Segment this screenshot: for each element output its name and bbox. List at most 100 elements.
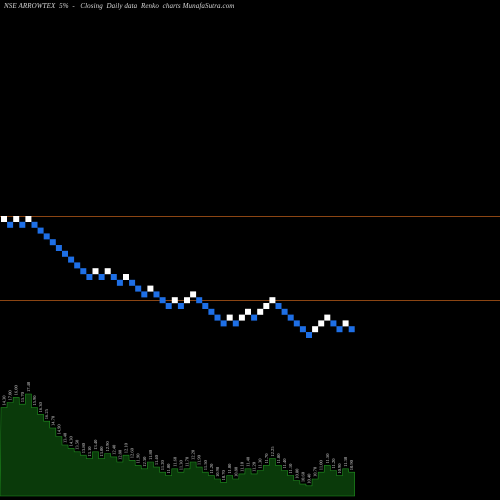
price-label: 10.40	[307, 473, 312, 484]
price-label: 10.90	[215, 466, 220, 477]
price-label: 17.00	[8, 390, 13, 401]
price-label: 14.90	[56, 424, 61, 435]
reference-lines	[0, 216, 500, 301]
renko-brick-up	[318, 320, 325, 327]
renko-brick-up	[92, 268, 99, 275]
renko-brick-down	[165, 303, 172, 309]
renko-brick-down	[214, 314, 221, 321]
price-label: 11.00	[319, 459, 324, 470]
price-label: 11.00	[166, 463, 171, 474]
renko-brick-down	[153, 291, 160, 298]
price-label: 11.50	[325, 453, 330, 464]
price-label: 13.40	[63, 432, 68, 443]
renko-brick-down	[135, 285, 142, 292]
renko-brick-down	[196, 297, 203, 304]
renko-brick-up	[245, 308, 251, 315]
renko-brick-down	[220, 320, 227, 327]
price-label: 17.40	[26, 381, 31, 392]
price-label: 10.70	[221, 470, 226, 481]
price-label: 11.20	[209, 463, 214, 474]
price-label: 11.20	[160, 459, 165, 470]
price-label: 11.30	[178, 459, 183, 470]
price-label: 12.25	[270, 446, 275, 457]
price-label: 12.40	[111, 444, 116, 455]
price-label: 11.70	[264, 453, 269, 464]
price-label: 11.20	[331, 458, 336, 469]
price-label: 11.10	[288, 463, 293, 474]
renko-brick-down	[275, 303, 282, 309]
price-label: 16.30	[38, 402, 43, 413]
renko-brick-down	[19, 221, 26, 228]
price-label: 13.50	[75, 439, 80, 450]
renko-brick-down	[177, 303, 184, 309]
renko-brick-down	[141, 291, 148, 298]
renko-brick-down	[251, 314, 258, 321]
price-label: 10.80	[233, 466, 238, 477]
renko-brick-up	[342, 320, 349, 327]
renko-brick-up	[190, 291, 197, 298]
chart-title: NSE ARROWTEX 5% - Closing Daily data Ren…	[4, 2, 235, 10]
price-label: 15.90	[32, 395, 37, 406]
renko-brick-down	[55, 245, 62, 251]
renko-brick-up	[324, 314, 331, 321]
renko-brick-down	[110, 274, 117, 280]
renko-brick-down	[299, 326, 306, 333]
renko-bricks	[1, 216, 355, 338]
price-label: 13.00	[99, 446, 104, 457]
renko-brick-down	[86, 274, 93, 280]
price-label: 14.70	[50, 415, 55, 426]
price-label: 11.40	[246, 456, 251, 467]
renko-brick-down	[202, 303, 209, 309]
renko-brick-down	[37, 227, 44, 234]
price-label: 11.40	[154, 454, 159, 465]
renko-brick-up	[269, 297, 276, 304]
renko-brick-down	[287, 314, 294, 321]
price-label: 16.00	[14, 385, 19, 396]
renko-brick-up	[263, 303, 270, 309]
renko-brick-up	[226, 314, 233, 321]
renko-brick-up	[147, 285, 154, 292]
renko-brick-down	[306, 332, 312, 338]
renko-brick-down	[68, 256, 75, 263]
renko-brick-up	[1, 216, 7, 222]
renko-brick-down	[49, 239, 56, 246]
price-label: 12.20	[191, 449, 196, 460]
renko-brick-down	[293, 320, 300, 327]
renko-brick-up	[104, 268, 111, 275]
price-label: 11.20	[252, 461, 257, 472]
renko-brick-down	[116, 279, 123, 286]
price-label: 12.80	[117, 449, 122, 460]
renko-brick-up	[312, 326, 319, 333]
price-label: 14.30	[2, 395, 7, 406]
renko-brick-down	[336, 326, 343, 333]
price-label: 10.60	[300, 471, 305, 482]
price-label: 16.25	[44, 408, 49, 419]
renko-brick-down	[80, 268, 87, 275]
price-label: 11.50	[203, 459, 208, 470]
renko-brick-up	[171, 297, 178, 304]
price-label: 10.70	[313, 466, 318, 477]
renko-brick-up	[13, 216, 20, 222]
renko-brick-up	[184, 297, 190, 304]
price-labels: 14.3017.0016.0015.7017.4015.9016.3016.25…	[2, 381, 355, 484]
price-label: 11.80	[276, 453, 281, 464]
price-label: 12.30	[142, 456, 147, 467]
renko-brick-up	[238, 314, 245, 321]
price-label: 11.30	[258, 458, 263, 469]
price-label: 10.80	[294, 468, 299, 479]
price-label: 15.70	[20, 391, 25, 402]
renko-brick-down	[7, 221, 14, 228]
price-label: 11.00	[227, 463, 232, 474]
renko-brick-down	[43, 233, 50, 240]
price-label: 11.90	[136, 453, 141, 464]
renko-brick-down	[159, 297, 166, 304]
price-label: 11.60	[172, 456, 177, 467]
price-label: 11.70	[185, 456, 190, 467]
renko-brick-up	[257, 308, 264, 315]
volume-area-path	[0, 393, 355, 497]
price-label: 12.60	[130, 447, 135, 458]
price-label: 10.90	[337, 463, 342, 474]
renko-brick-down	[62, 250, 68, 257]
renko-brick-up	[123, 274, 129, 280]
